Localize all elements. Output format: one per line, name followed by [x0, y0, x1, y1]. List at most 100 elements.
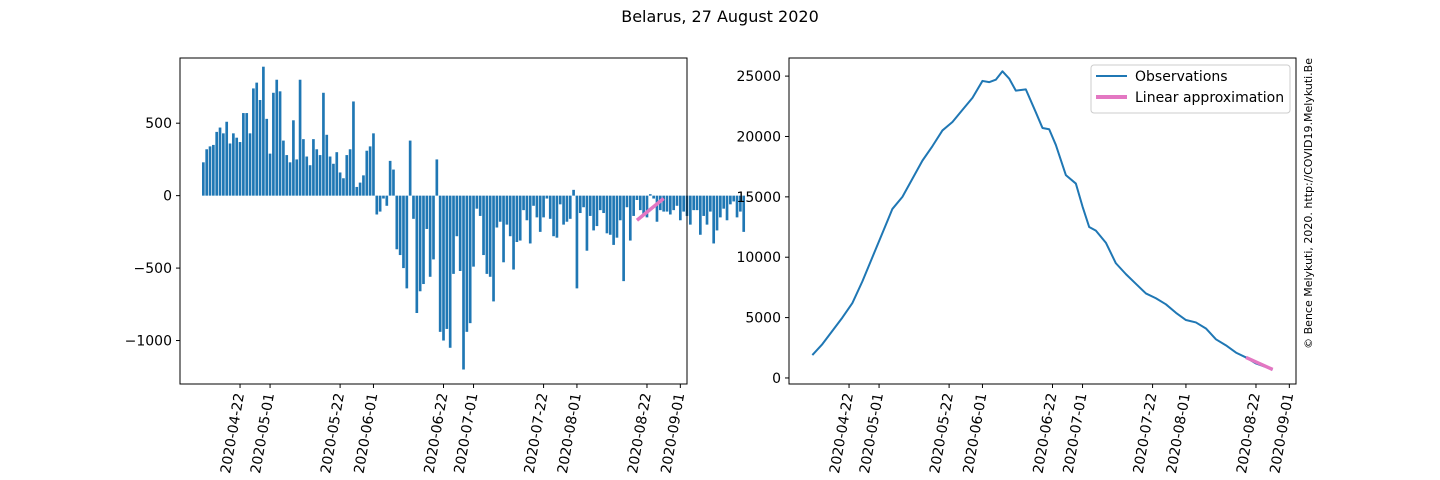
- daily-change-bar: [682, 195, 685, 212]
- daily-change-bar: [402, 195, 405, 269]
- daily-change-bar: [488, 195, 492, 277]
- daily-change-bar: [462, 195, 465, 370]
- daily-change-bar: [645, 195, 649, 218]
- legend-box: [1090, 64, 1291, 114]
- daily-change-bar: [322, 92, 325, 196]
- line-chart-x-tick-label: 2020-09-01: [1267, 392, 1297, 475]
- daily-change-bar: [739, 195, 742, 212]
- daily-change-bar: [709, 195, 712, 212]
- daily-change-bar: [655, 195, 659, 222]
- line-chart-x-tick-label: 2020-06-01: [961, 392, 991, 475]
- daily-change-bar: [208, 146, 212, 196]
- daily-change-bar: [598, 195, 602, 211]
- daily-change-bar: [545, 195, 549, 199]
- daily-change-bar: [212, 144, 215, 196]
- daily-change-bar: [572, 189, 575, 196]
- daily-change-bar: [285, 155, 289, 196]
- daily-change-bar: [405, 195, 409, 289]
- bar-chart-x-tick-label: 2020-04-22: [218, 392, 248, 475]
- daily-change-bar: [365, 150, 369, 196]
- daily-change-bar: [252, 88, 255, 196]
- daily-change-bar: [528, 195, 532, 244]
- daily-change-bar: [495, 195, 499, 228]
- daily-change-bar: [445, 195, 449, 329]
- line-chart-y-tick-label: 20000: [736, 129, 781, 145]
- line-chart-x-tick-label: 2020-04-22: [827, 392, 857, 475]
- daily-change-bar: [592, 195, 595, 231]
- daily-change-bar: [452, 195, 455, 274]
- daily-change-bar: [268, 153, 272, 196]
- linear-approximation-line: [1245, 355, 1274, 372]
- daily-change-bar: [392, 169, 395, 196]
- daily-change-bar: [415, 195, 419, 314]
- line-chart-frame: [788, 57, 1297, 385]
- daily-change-bar: [665, 195, 669, 212]
- daily-change-bar: [418, 195, 422, 292]
- daily-change-bar: [348, 149, 352, 196]
- daily-change-bar: [342, 178, 345, 196]
- daily-change-bar: [562, 195, 565, 225]
- daily-change-bar: [472, 195, 475, 267]
- daily-change-bar: [742, 195, 746, 232]
- daily-change-bar: [305, 156, 309, 196]
- daily-change-bar: [575, 195, 579, 289]
- daily-change-bar: [735, 195, 739, 218]
- daily-change-bar: [525, 195, 529, 221]
- daily-change-bar: [502, 195, 505, 263]
- daily-change-bar: [642, 195, 645, 216]
- daily-change-bar: [248, 133, 252, 196]
- daily-change-bar: [602, 195, 605, 214]
- daily-change-bar: [355, 186, 359, 196]
- copyright-watermark: © Bence Melykuti, 2020. http://COVID19.M…: [1302, 58, 1315, 349]
- daily-change-bar: [448, 195, 452, 348]
- daily-change-bar: [612, 195, 615, 245]
- daily-change-bar: [362, 175, 365, 196]
- daily-change-bar: [705, 195, 709, 225]
- daily-change-bar: [702, 195, 706, 216]
- chart-legend: Observations Linear approximation: [1090, 64, 1291, 114]
- daily-change-bar: [232, 133, 235, 196]
- observations-line: [811, 70, 1273, 371]
- daily-change-bar: [218, 127, 222, 196]
- daily-change-bar: [332, 163, 335, 196]
- bar-chart-x-tick-label: 2020-09-01: [658, 392, 688, 475]
- daily-change-bar: [638, 195, 642, 211]
- daily-change-bar: [258, 100, 262, 196]
- daily-change-bar: [582, 195, 585, 208]
- daily-change-bar: [368, 146, 372, 196]
- line-chart-y-tick-label: 5000: [745, 311, 781, 327]
- daily-change-bar: [595, 195, 599, 227]
- bar-chart-x-tick-label: 2020-08-22: [625, 392, 655, 475]
- daily-change-bar: [498, 195, 502, 222]
- daily-change-bar: [225, 121, 229, 196]
- daily-change-bar: [518, 195, 522, 241]
- daily-change-bar: [668, 195, 672, 215]
- daily-change-bar: [662, 195, 665, 212]
- daily-change-bar: [482, 195, 485, 256]
- daily-change-bar: [235, 137, 239, 196]
- daily-change-bar: [328, 156, 332, 196]
- daily-change-bar: [325, 134, 329, 196]
- bar-chart-y-tick-label: 0: [163, 189, 172, 205]
- line-chart-x-tick-label: 2020-07-01: [1061, 392, 1091, 475]
- bar-chart-x-tick-label: 2020-06-22: [422, 392, 452, 475]
- daily-change-bar: [732, 195, 736, 202]
- daily-change-bar: [425, 195, 429, 229]
- daily-change-bar: [535, 195, 539, 218]
- daily-change-bar: [265, 118, 269, 196]
- daily-change-bar: [468, 195, 472, 324]
- daily-change-bar: [315, 149, 319, 196]
- daily-change-bar: [205, 149, 209, 196]
- figure-suptitle: Belarus, 27 August 2020: [621, 7, 819, 26]
- daily-change-bar: [689, 195, 692, 225]
- daily-change-bar: [275, 79, 279, 196]
- daily-change-bar: [635, 195, 639, 200]
- daily-change-bar: [715, 195, 719, 231]
- daily-change-bar: [302, 139, 305, 196]
- daily-change-bar: [565, 195, 569, 222]
- daily-change-bar: [578, 195, 582, 214]
- daily-change-bar: [202, 162, 205, 196]
- daily-change-bar: [338, 172, 342, 196]
- daily-change-bar: [242, 113, 245, 196]
